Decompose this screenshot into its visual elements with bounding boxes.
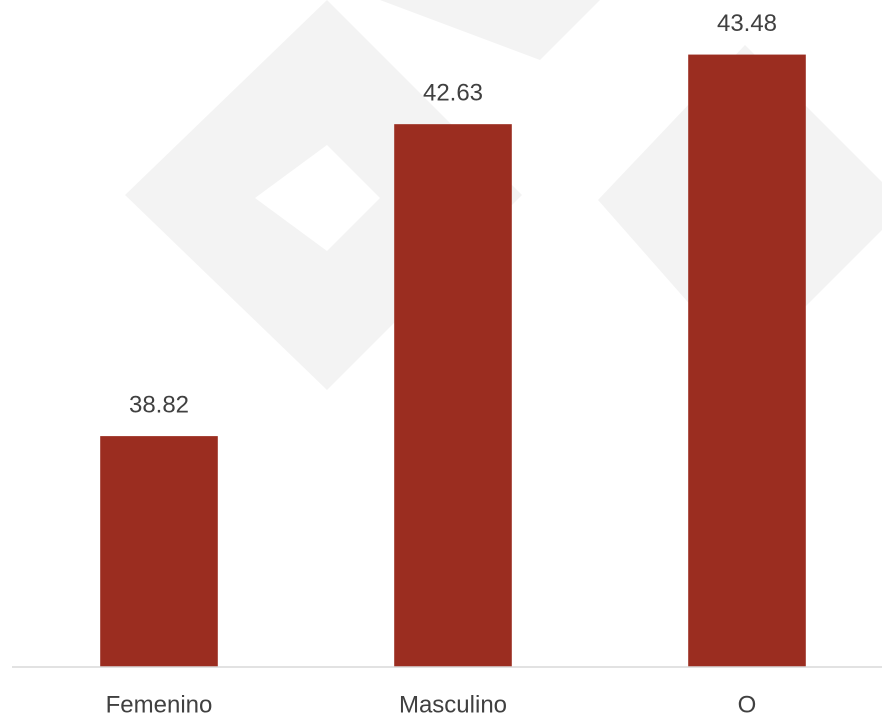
bar [394,124,512,667]
bar [100,436,218,667]
plot-area: 38.82 Femenino 42.63 Masculino 43.48 O [100,10,806,718]
watermark-diamond [598,45,882,367]
data-label: 43.48 [717,10,777,37]
x-tick-label: Femenino [106,691,213,718]
bar [688,54,806,667]
watermark-diamond [380,0,600,60]
data-label: 38.82 [129,391,189,418]
x-tick-label: Masculino [399,691,507,718]
x-tick-label: O [738,691,757,718]
data-label: 42.63 [423,80,483,107]
